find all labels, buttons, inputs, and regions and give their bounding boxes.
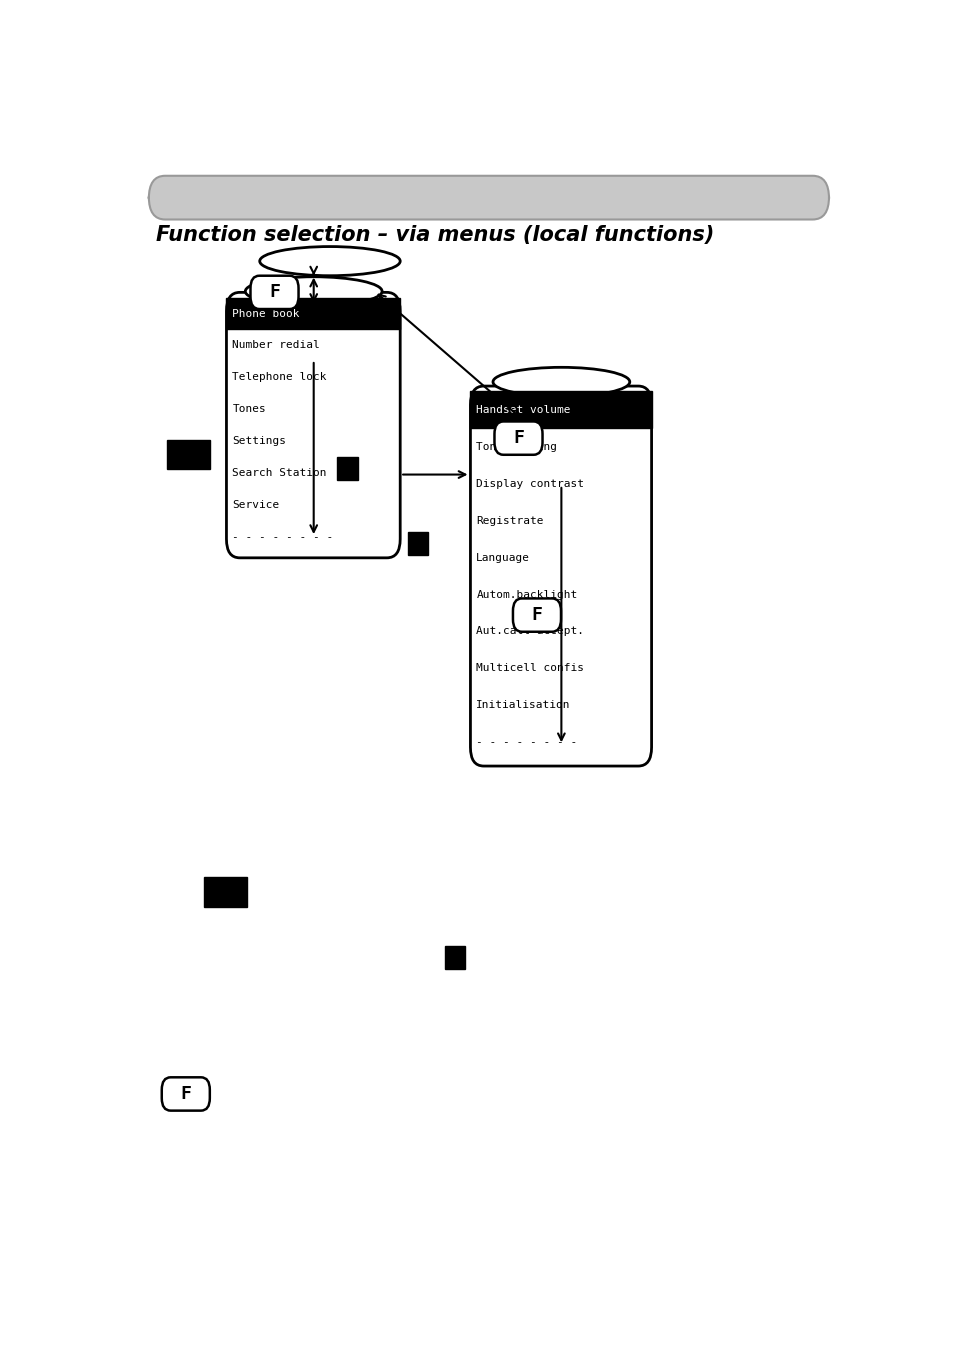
FancyBboxPatch shape bbox=[251, 276, 298, 310]
Text: F: F bbox=[180, 1084, 191, 1103]
Ellipse shape bbox=[259, 246, 399, 276]
Bar bbox=[204, 877, 247, 907]
FancyBboxPatch shape bbox=[513, 599, 560, 631]
Text: F: F bbox=[531, 606, 542, 625]
FancyBboxPatch shape bbox=[149, 176, 828, 219]
Text: Settings: Settings bbox=[233, 437, 286, 446]
Ellipse shape bbox=[245, 277, 382, 306]
Text: Registrate: Registrate bbox=[476, 515, 543, 526]
Text: Handset volume: Handset volume bbox=[476, 404, 570, 415]
Text: Initialisation: Initialisation bbox=[476, 700, 570, 710]
FancyBboxPatch shape bbox=[470, 387, 651, 767]
Text: Aut.call accept.: Aut.call accept. bbox=[476, 626, 584, 637]
Ellipse shape bbox=[493, 368, 629, 396]
FancyBboxPatch shape bbox=[226, 292, 400, 558]
Text: F: F bbox=[269, 284, 279, 301]
FancyBboxPatch shape bbox=[162, 1078, 210, 1110]
Text: Multicell confis: Multicell confis bbox=[476, 664, 584, 673]
Text: - - - - - - - -: - - - - - - - - bbox=[233, 531, 334, 542]
Bar bbox=[407, 531, 428, 554]
Text: Tone ringing: Tone ringing bbox=[476, 442, 557, 452]
Text: Service: Service bbox=[233, 500, 279, 510]
Text: Telephone lock: Telephone lock bbox=[233, 372, 327, 383]
Bar bbox=[337, 457, 357, 480]
Text: Autom.backlight: Autom.backlight bbox=[476, 589, 577, 599]
Text: Function selection – via menus (local functions): Function selection – via menus (local fu… bbox=[156, 226, 714, 245]
Bar bbox=[226, 297, 400, 330]
Text: Search Station: Search Station bbox=[233, 468, 327, 477]
Bar bbox=[444, 946, 465, 969]
Text: Number redial: Number redial bbox=[233, 341, 320, 350]
Text: Language: Language bbox=[476, 553, 530, 562]
Text: Display contrast: Display contrast bbox=[476, 479, 584, 488]
FancyBboxPatch shape bbox=[494, 422, 542, 454]
Text: Phone book: Phone book bbox=[233, 308, 299, 319]
Bar bbox=[167, 441, 210, 469]
Bar bbox=[470, 391, 651, 429]
Text: - - - - - - - -: - - - - - - - - bbox=[476, 737, 577, 748]
Text: Tones: Tones bbox=[233, 404, 266, 414]
Text: F: F bbox=[513, 429, 523, 448]
